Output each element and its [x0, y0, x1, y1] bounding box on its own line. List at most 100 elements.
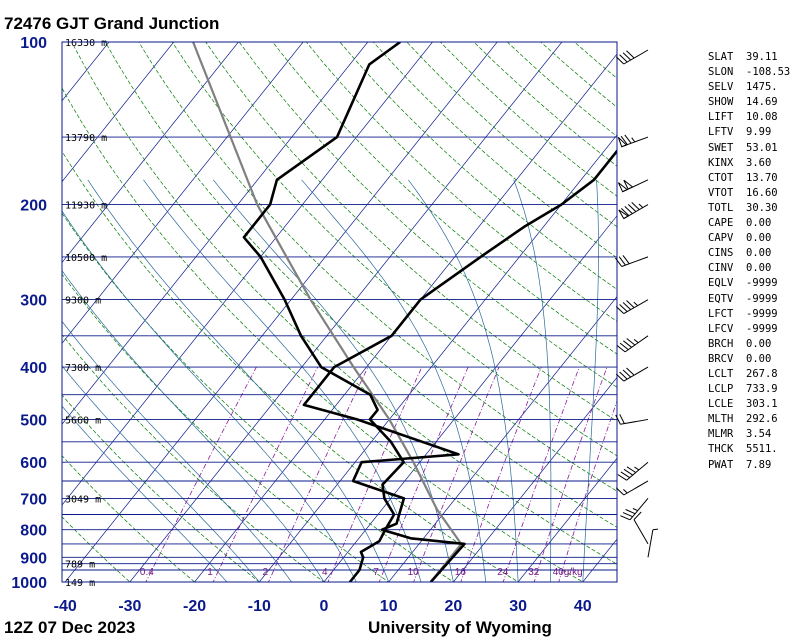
pressure-tick-label: 1000 [11, 575, 47, 592]
index-value: 53.01 [746, 141, 778, 154]
index-row: MLMR 3.54 [708, 427, 790, 442]
index-key: KINX [708, 156, 734, 169]
wind-barb [616, 335, 649, 353]
index-value: 3.60 [746, 156, 772, 169]
temperature-tick-label: 20 [445, 598, 463, 615]
dry-adiabat-line [62, 273, 390, 582]
mixing-ratio-line [460, 366, 542, 582]
mixing-ratio-label: 10 [408, 567, 420, 578]
index-value: 13.70 [746, 171, 778, 184]
pressure-tick-label: 500 [20, 412, 47, 429]
height-label: 13790 m [65, 133, 107, 144]
dry-adiabat-line [62, 394, 260, 582]
index-row: LFCT -9999 [708, 307, 790, 322]
index-row: VTOT 16.60 [708, 186, 790, 201]
wind-barb [633, 511, 649, 545]
temperature-tick-label: 40 [574, 598, 592, 615]
moist-adiabat-line [513, 179, 552, 582]
mixing-ratio-line [145, 366, 257, 582]
height-label: 3049 m [65, 494, 101, 505]
chart-title: 72476 GJT Grand Junction [4, 14, 219, 33]
moist-adiabat-line [62, 405, 228, 582]
index-value: 0.00 [746, 337, 772, 350]
profiles [192, 42, 617, 582]
index-key: MLTH [708, 413, 734, 426]
wind-barb [617, 134, 649, 148]
index-row: SLON -108.53 [708, 65, 790, 80]
footer-time: 12Z 07 Dec 2023 [4, 618, 135, 637]
index-value: 303.1 [746, 398, 778, 411]
wind-barb [615, 480, 649, 496]
temperature-tick-label: -10 [248, 598, 271, 615]
index-key: LCLP [708, 383, 734, 396]
index-key: SLAT [708, 51, 734, 63]
wind-barb [618, 202, 649, 220]
moist-adiabat-line [213, 179, 454, 582]
isobars [62, 41, 617, 583]
index-key: SELV [708, 81, 734, 94]
index-value: 0.00 [746, 352, 772, 365]
index-value: 0.00 [746, 232, 772, 245]
index-value: 1475. [746, 81, 778, 94]
index-row: LFCV -9999 [708, 322, 790, 337]
background-lines [62, 42, 617, 582]
moist-adiabat-line [582, 179, 599, 582]
plot-frame [61, 41, 618, 583]
height-label: 149 m [65, 578, 95, 589]
index-key: LIFT [708, 111, 734, 124]
wind-barb [615, 414, 649, 425]
dry-adiabat-line [62, 333, 325, 582]
mixing-ratio-label: 24 [497, 567, 509, 578]
moist-adiabat-line [143, 179, 422, 582]
index-value: 733.9 [746, 383, 778, 396]
height-label: 11930 m [65, 201, 107, 212]
index-key: LFCT [708, 307, 734, 320]
temperature-tick-label: 30 [509, 598, 527, 615]
index-row: CINS 0.00 [708, 246, 790, 261]
mixing-ratio-label: 32 [528, 567, 540, 578]
index-value: -108.53 [746, 66, 791, 79]
index-value: 3.54 [746, 428, 772, 441]
dewpoint-line [242, 42, 406, 582]
index-row: THCK 5511. [708, 442, 790, 457]
index-row: SLAT 39.11 [708, 50, 790, 65]
height-label: 5660 m [65, 415, 101, 426]
moist-adiabat-line [301, 179, 487, 582]
mixing-ratio-label: 2 [263, 567, 269, 578]
dry-adiabat-line [62, 212, 455, 582]
temperature-tick-label: -20 [183, 598, 206, 615]
wind-barb [615, 49, 649, 65]
temperature-axis: -40 -30 -20 -10 0 10 20 30 40 [54, 598, 592, 615]
index-row: SHOW 14.69 [708, 95, 790, 110]
index-key: CAPV [708, 232, 734, 245]
mixing-ratio-label: 1 [207, 567, 213, 578]
mixing-ratio-label: 16 [455, 567, 467, 578]
index-value: 0.00 [746, 217, 772, 230]
index-key: CAPE [708, 217, 734, 230]
height-label: 7300 m [65, 363, 101, 374]
moist-adiabat-line [87, 179, 390, 582]
index-value: 7.89 [746, 458, 772, 471]
index-key: BRCV [708, 352, 734, 365]
height-label: 10500 m [65, 253, 107, 264]
index-key: SLON [708, 66, 734, 79]
index-value: 292.6 [746, 413, 778, 426]
isotherm-line [62, 42, 304, 344]
index-row: CAPE 0.00 [708, 216, 790, 231]
index-value: 14.69 [746, 96, 778, 109]
wind-barb [620, 498, 649, 521]
wind-barb [615, 366, 649, 382]
index-key: EQTV [708, 292, 734, 305]
wind-barb [615, 255, 649, 267]
index-value: 267.8 [746, 367, 778, 380]
index-row: PWAT 7.89 [708, 458, 790, 473]
index-key: MLMR [708, 428, 734, 441]
index-key: THCK [708, 443, 734, 456]
wind-barb [615, 299, 649, 315]
index-value: -9999 [746, 322, 778, 335]
temperature-tick-label: -40 [54, 598, 77, 615]
height-label: 16330 m [65, 38, 107, 49]
moist-adiabat-line [62, 320, 292, 582]
index-key: LCLT [708, 367, 734, 380]
